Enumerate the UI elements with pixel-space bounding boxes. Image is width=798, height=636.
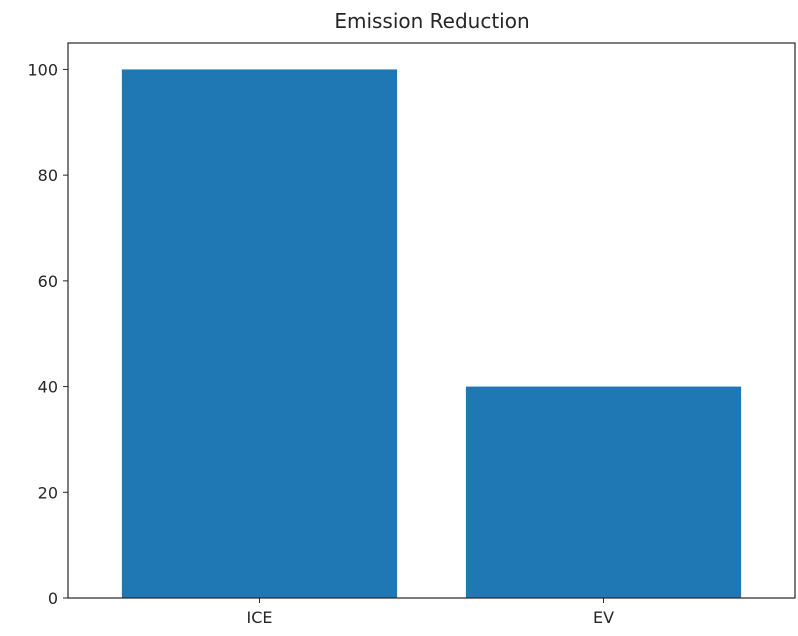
y-tick-label: 60 [38,272,58,291]
bars-layer [121,69,742,598]
bar-ice [121,69,398,598]
x-tick-label: EV [593,608,614,627]
bar-ev [465,386,742,598]
x-tick-label: ICE [246,608,272,627]
y-tick-label: 20 [38,483,58,502]
y-tick-label: 80 [38,166,58,185]
y-tick-label: 0 [48,589,58,608]
y-axis: 0 20 40 60 80 100 [27,60,68,608]
x-axis: ICE EV [246,598,614,627]
chart-title: Emission Reduction [334,9,529,33]
y-tick-label: 40 [38,378,58,397]
plot-frame [67,42,796,599]
y-tick-label: 100 [27,60,58,79]
